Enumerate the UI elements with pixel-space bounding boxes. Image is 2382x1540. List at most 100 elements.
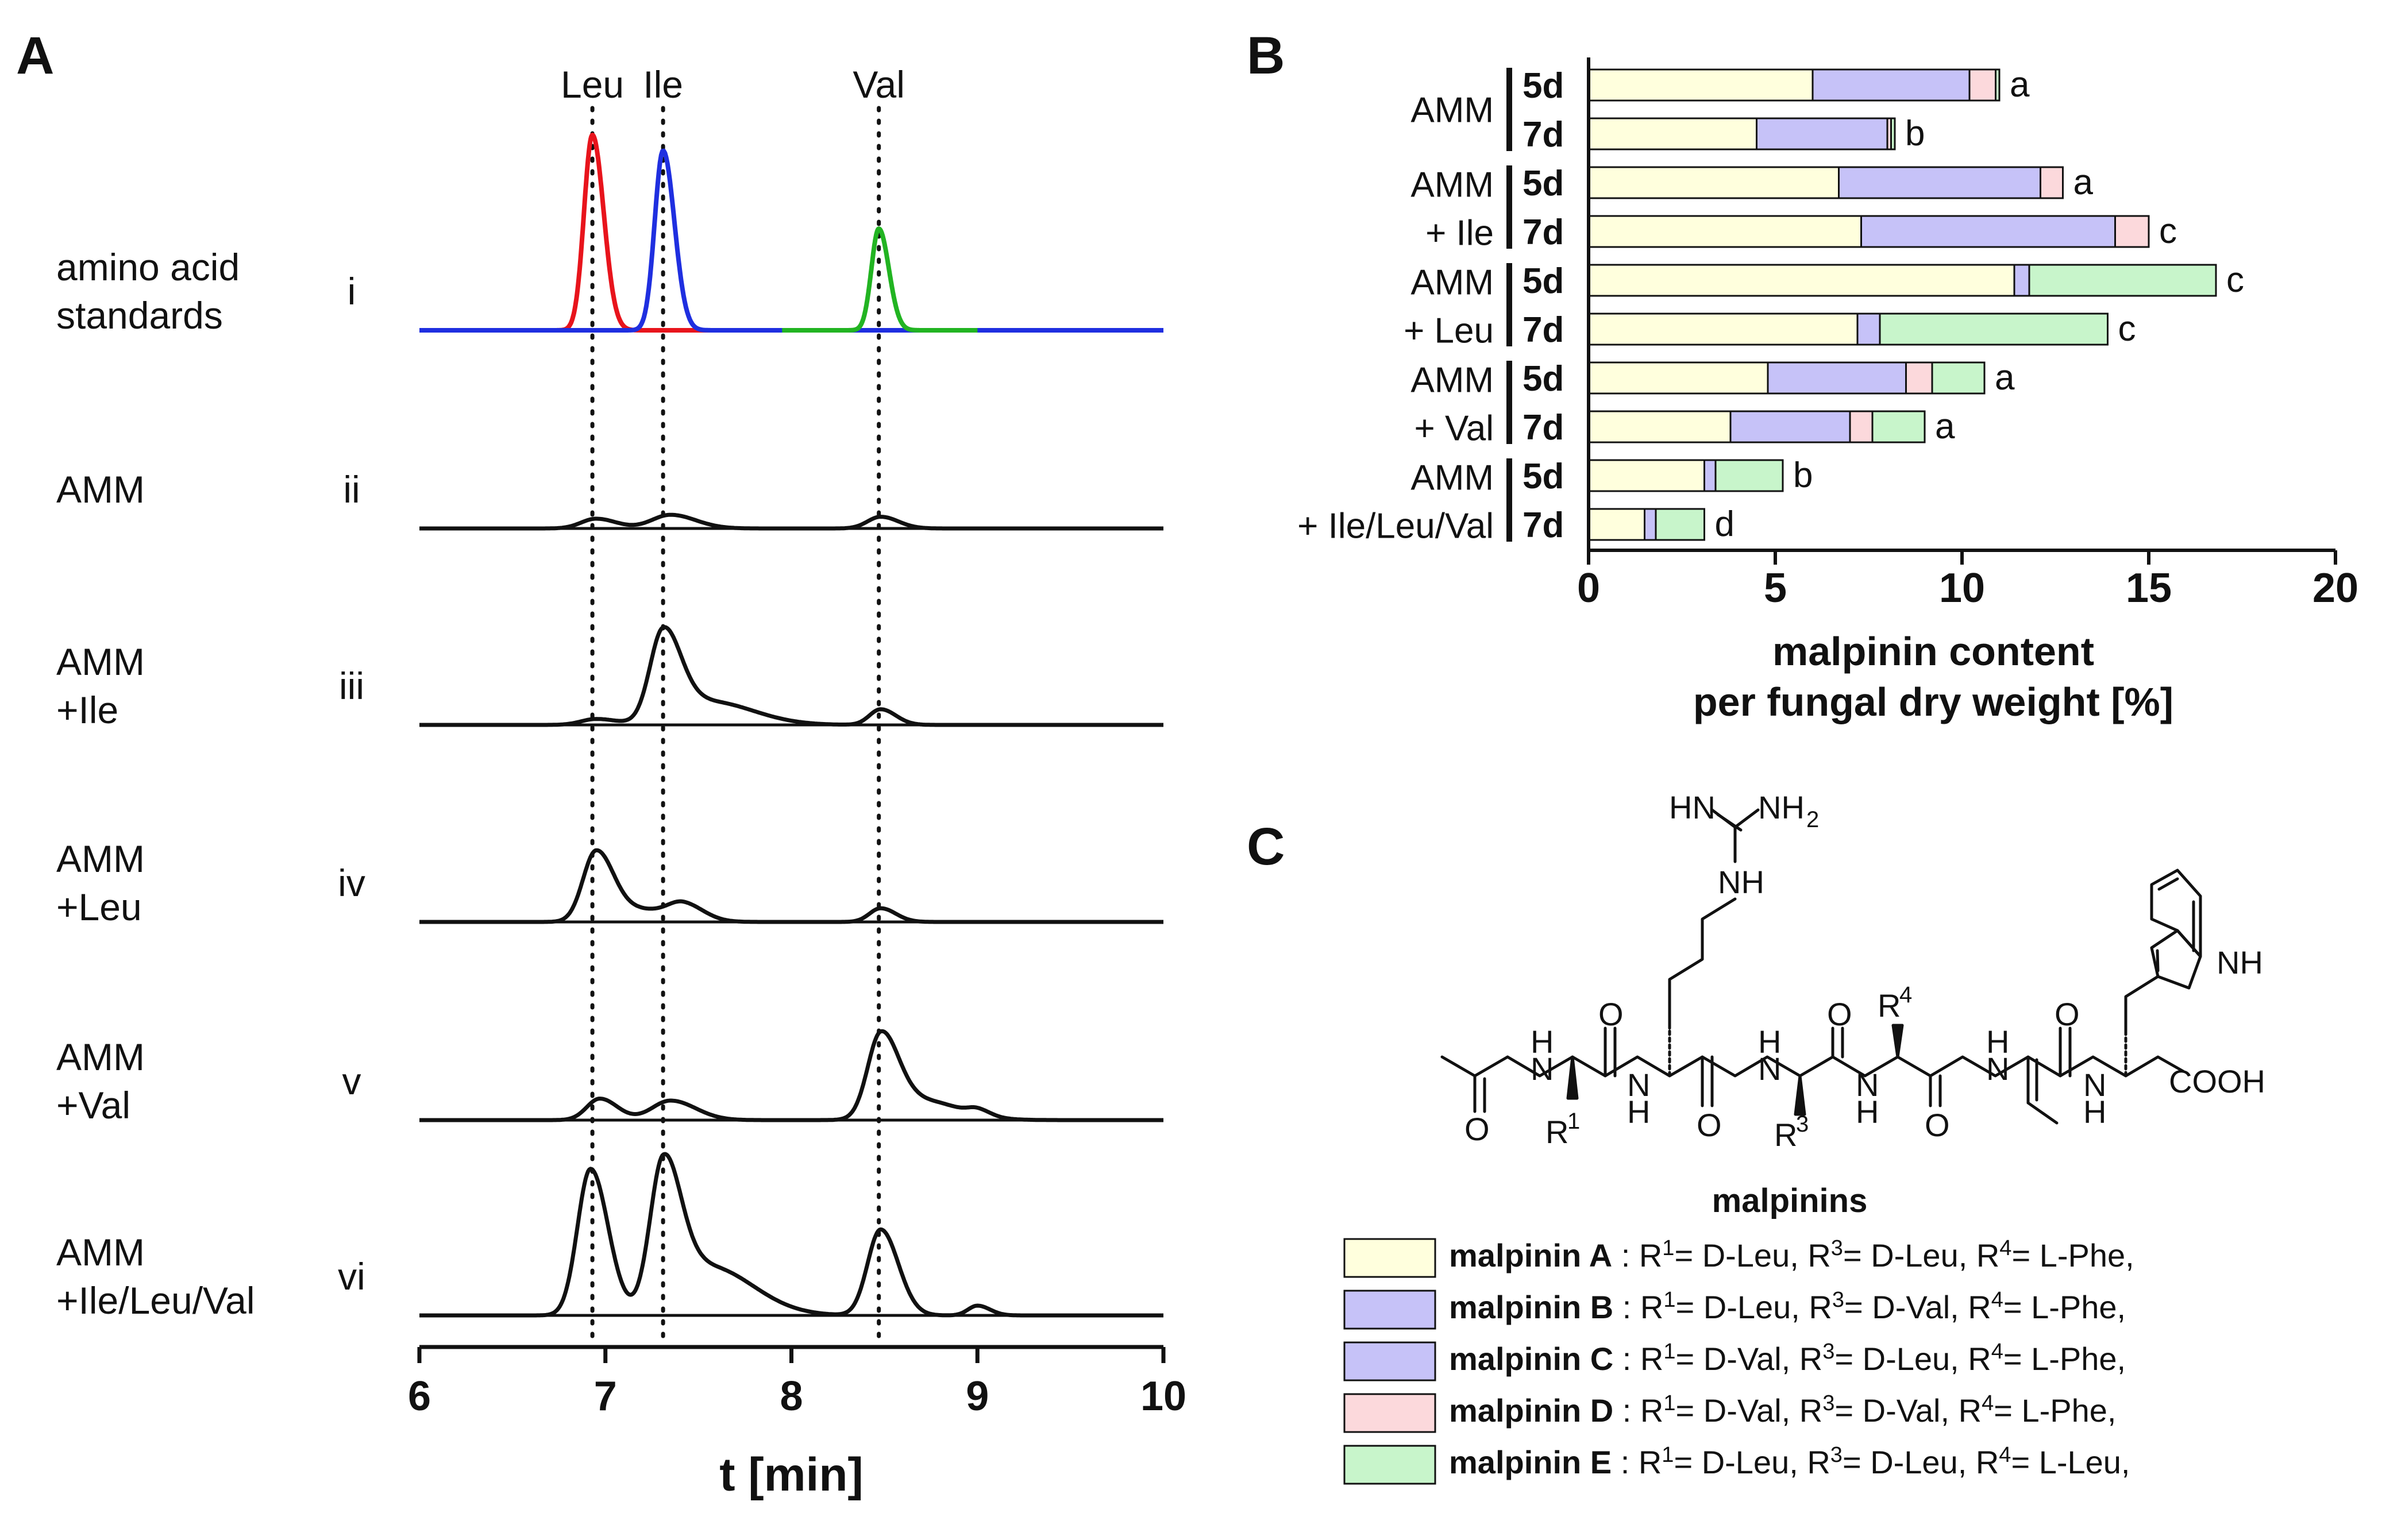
atom-h-4: H <box>1856 1094 1879 1130</box>
bar-segment-malpinin-b <box>1860 215 2116 248</box>
significance-letter: a <box>1935 407 1955 446</box>
trace-label-iii: AMM <box>56 640 145 683</box>
trace-id-iii: iii <box>339 665 364 707</box>
bar-segment-malpinin-d <box>2114 215 2150 248</box>
bar-segment-malpinin-b <box>1838 166 2041 199</box>
trace-id-iv: iv <box>338 862 365 904</box>
atom-o-1: O <box>1598 996 1624 1032</box>
a-tick-label: 9 <box>966 1373 989 1419</box>
malpinin-structure <box>1440 808 2202 1125</box>
atom-h-5: H <box>1986 1024 2009 1060</box>
refline-label-leu: Leu <box>561 63 624 106</box>
legend-item: malpinin D : R1= D-Val, R3= D-Val, R4= L… <box>1449 1391 2116 1429</box>
day-label-7d: 7d <box>1523 115 1564 155</box>
b-tick-label: 10 <box>1939 565 1985 611</box>
refline-label-ile: Ile <box>643 63 683 106</box>
a-tick-label: 6 <box>408 1373 431 1419</box>
legend-item: malpinin C : R1= D-Val, R3= D-Leu, R4= L… <box>1449 1340 2126 1377</box>
b-x-label: per fungal dry weight [%] <box>1693 680 2173 724</box>
significance-letter: a <box>2010 65 2030 105</box>
atom-r4: R <box>1878 987 1901 1024</box>
group-label: + Ile/Leu/Val <box>1297 507 1494 546</box>
bar-segment-malpinin-e <box>1714 459 1784 492</box>
b-tick-label: 5 <box>1764 565 1787 611</box>
significance-letter: c <box>2226 260 2244 300</box>
trace-label-vi: +Ile/Leu/Val <box>56 1279 255 1322</box>
atom-n-1: N <box>1531 1051 1554 1087</box>
panel-a: A Leu Ile Val i amino acid standards ii AMM iii… <box>16 26 1186 1501</box>
trace-label-iv: +Leu <box>56 886 142 928</box>
atom-r4-sup: 4 <box>1899 982 1912 1008</box>
bar-segment-malpinin-d <box>1905 361 1933 395</box>
legend-item: malpinin B : R1= D-Leu, R3= D-Val, R4= L… <box>1449 1288 2126 1325</box>
day-label-5d: 5d <box>1523 164 1564 203</box>
wedge-r1 <box>1566 1055 1579 1100</box>
bar-segment-malpinin-e <box>1890 117 1896 150</box>
atom-nh-arg: NH <box>1718 864 1764 900</box>
atom-o-3: O <box>1827 996 1852 1032</box>
trace-vi-sample <box>418 1152 1165 1318</box>
day-label-5d: 5d <box>1523 359 1564 399</box>
bar-segment-malpinin-a <box>1587 410 1732 443</box>
group-label: + Ile <box>1425 214 1494 253</box>
atom-cooh: COOH <box>2169 1063 2265 1099</box>
day-label-5d: 5d <box>1523 457 1564 496</box>
significance-letter: d <box>1715 504 1735 544</box>
day-label-5d: 5d <box>1523 66 1564 106</box>
a-x-label: t [min] <box>719 1449 863 1501</box>
bond-arg-chain <box>1668 897 1737 1030</box>
b-x-axis: 0 5 10 15 20 malpinin content per fungal dry w… <box>1577 57 2358 724</box>
bar-segment-malpinin-b <box>1756 117 1888 150</box>
bar-segment-malpinin-e <box>1995 68 2001 102</box>
bar-segment-malpinin-b <box>1767 361 1907 395</box>
atom-n-6: N <box>2083 1067 2106 1103</box>
significance-letter: a <box>1995 358 2015 397</box>
bar-segment-malpinin-a <box>1587 459 1705 492</box>
panel-b-letter: B <box>1247 26 1285 85</box>
bar-segment-malpinin-d <box>2040 166 2064 199</box>
bar-segment-malpinin-a <box>1587 215 1862 248</box>
chromatogram-traces: i amino acid standards ii AMM iii AMM +Ile iv AMM… <box>56 133 1165 1322</box>
bar-segment-malpinin-a <box>1587 312 1859 346</box>
trace-label-i: amino acid <box>56 246 240 288</box>
a-tick-label: 8 <box>780 1373 803 1419</box>
reference-lines: Leu Ile Val <box>561 63 905 1341</box>
atom-r1: R <box>1545 1114 1568 1150</box>
day-label-7d: 7d <box>1523 505 1564 545</box>
significance-letter: c <box>2118 309 2136 349</box>
legend-swatch <box>1343 1445 1436 1485</box>
atom-n-3: N <box>1758 1051 1781 1087</box>
atom-o-4: O <box>1925 1107 1950 1143</box>
legend-swatch <box>1343 1393 1436 1433</box>
atom-nh-indole: NH <box>2217 944 2263 981</box>
b-tick-label: 15 <box>2126 565 2172 611</box>
bar-segment-malpinin-e <box>1655 508 1705 541</box>
bond-trp-ch2 <box>2124 975 2160 1036</box>
bar-segment-malpinin-d <box>1968 68 1996 102</box>
legend-item: malpinin E : R1= D-Leu, R3= D-Leu, R4= L… <box>1449 1443 2130 1480</box>
atom-n-2: N <box>1627 1067 1650 1103</box>
bar-segment-malpinin-a <box>1587 166 1840 199</box>
group-label: AMM <box>1410 91 1494 130</box>
stacked-bar-chart: AMM 5d a 7d b AMM + Ile 5d a 7d c AMM + Leu 5d c 7d c AMM… <box>1297 65 2244 546</box>
b-tick-label: 0 <box>1577 565 1600 611</box>
trace-id-vi: vi <box>338 1255 365 1298</box>
bar-segment-malpinin-a <box>1587 508 1645 541</box>
significance-letter: b <box>1793 456 1813 495</box>
bar-segment-malpinin-b <box>1644 508 1657 541</box>
trace-label-i: standards <box>56 294 223 337</box>
trace-label-v: +Val <box>56 1084 130 1126</box>
atom-o-acetyl: O <box>1464 1111 1490 1147</box>
atom-n-5: N <box>1986 1051 2009 1087</box>
atom-h-3: H <box>1758 1024 1781 1060</box>
atom-r1-sup: 1 <box>1567 1109 1580 1134</box>
malpinin-legend: malpinin A : R1= D-Leu, R3= D-Leu, R4= L… <box>1343 1236 2134 1485</box>
a-tick-label: 10 <box>1140 1373 1186 1419</box>
atom-r3: R <box>1774 1117 1797 1153</box>
trace-id-ii: ii <box>343 468 360 511</box>
bar-segment-malpinin-b <box>1729 410 1851 443</box>
atom-o-5: O <box>2055 996 2080 1032</box>
bar-segment-malpinin-e <box>1871 410 1926 443</box>
bar-segment-malpinin-a <box>1587 117 1757 150</box>
